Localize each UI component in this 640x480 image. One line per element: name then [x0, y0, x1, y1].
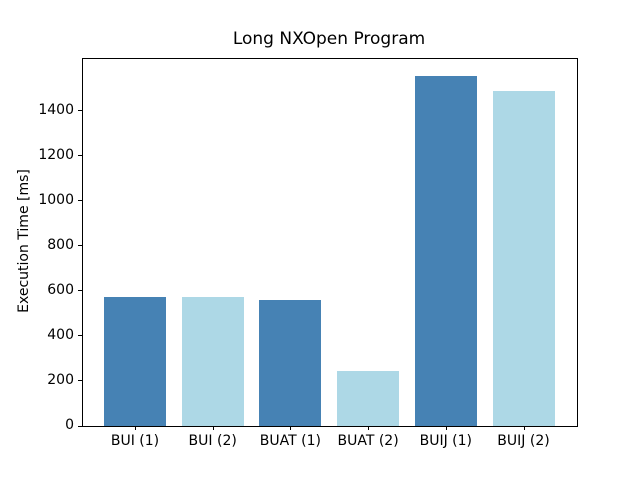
x-tick-mark-BUIJ (1) [445, 426, 447, 430]
bar-BUIJ (2) [492, 90, 555, 426]
bar-BUAT (2) [337, 370, 400, 426]
x-tick-label-BUAT (1): BUAT (1) [259, 433, 321, 449]
y-tick-label-1200: 1200 [38, 146, 74, 163]
x-tick-mark-BUI (2) [212, 426, 214, 430]
x-tick-label-BUIJ (2): BUIJ (2) [497, 433, 550, 449]
y-axis-label: Execution Time [ms] [16, 169, 32, 313]
y-tick-label-1000: 1000 [38, 191, 74, 208]
y-tick-mark-1200 [78, 155, 82, 157]
bar-BUI (1) [104, 296, 166, 426]
y-tick-mark-400 [78, 335, 82, 337]
x-tick-label-BUI (2): BUI (2) [188, 433, 237, 449]
y-tick-label-200: 200 [47, 371, 74, 388]
x-tick-label-BUI (1): BUI (1) [110, 433, 160, 449]
x-tick-mark-BUAT (2) [368, 426, 370, 430]
x-tick-mark-BUI (1) [135, 426, 136, 430]
y-tick-mark-1000 [78, 200, 82, 202]
y-tick-label-1400: 1400 [38, 101, 74, 118]
bar-BUAT (1) [259, 299, 322, 426]
x-tick-mark-BUIJ (2) [523, 426, 525, 430]
x-tick-label-BUIJ (1): BUIJ (1) [419, 433, 472, 449]
plot-area: 0 200 400 600 800 1000 1200 1400 BUI (1) BUI (2) B… [38, 58, 578, 449]
bar-BUI (2) [181, 296, 244, 426]
y-tick-mark-1400 [78, 110, 82, 112]
chart-title: Long NXOpen Program [232, 29, 426, 49]
y-tick-mark-0 [78, 425, 82, 427]
y-tick-label-400: 400 [47, 326, 74, 343]
x-tick-label-BUAT (2): BUAT (2) [337, 433, 399, 449]
y-tick-label-800: 800 [47, 236, 74, 253]
y-tick-label-0: 0 [65, 417, 74, 433]
y-tick-mark-600 [78, 290, 82, 292]
bar-BUIJ (1) [414, 75, 477, 426]
y-tick-mark-200 [78, 380, 82, 382]
y-tick-label-600: 600 [47, 281, 74, 298]
y-tick-mark-800 [78, 245, 82, 247]
x-tick-mark-BUAT (1) [290, 426, 292, 430]
